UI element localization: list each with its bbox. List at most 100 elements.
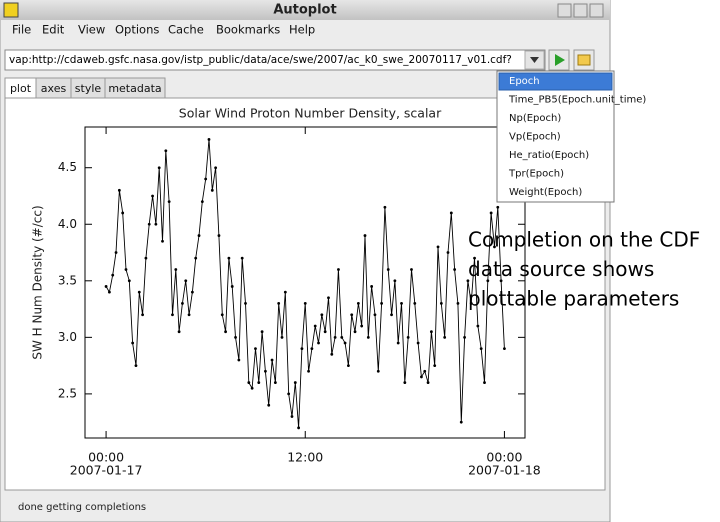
data-point: [449, 211, 453, 215]
data-point: [390, 313, 393, 317]
data-point: [340, 335, 344, 339]
annotation-line: plottable parameters: [468, 287, 679, 311]
tab-label: axes: [41, 82, 67, 95]
menu-bar: File Edit View Options Cache Bookmarks Help: [12, 23, 315, 37]
data-point: [366, 335, 370, 339]
maximize-button[interactable]: [573, 3, 588, 18]
data-point: [380, 302, 383, 305]
window-title: Autoplot: [273, 3, 336, 18]
y-axis-label: SW H Num Density (#/cc): [31, 205, 45, 359]
status-bar: [5, 495, 605, 519]
y-tick-label: 4.5: [58, 160, 77, 174]
app-icon: [3, 2, 19, 18]
annotation-line: data source shows: [468, 257, 654, 281]
x-tick-date: 2007-01-17: [70, 463, 143, 478]
data-point: [217, 234, 221, 237]
menu-item[interactable]: Bookmarks: [216, 23, 280, 37]
completion-item[interactable]: Time_PB5(Epoch.unit_time): [508, 95, 646, 106]
data-point: [254, 347, 257, 351]
data-point: [406, 335, 410, 339]
data-point: [204, 177, 208, 181]
title-bar: [0, 0, 610, 20]
data-point: [224, 330, 227, 334]
data-point: [469, 302, 473, 305]
completion-item[interactable]: He_ratio(Epoch): [509, 150, 589, 161]
data-point: [127, 279, 131, 283]
data-point: [250, 386, 254, 390]
data-point: [313, 324, 317, 328]
x-tick-date: 2007-01-18: [468, 463, 541, 478]
data-point: [171, 313, 174, 317]
url-field[interactable]: [4, 49, 546, 71]
completion-item[interactable]: Epoch: [509, 76, 540, 87]
data-point: [396, 341, 400, 345]
data-point: [376, 369, 380, 373]
go-icon: [555, 54, 565, 66]
data-point: [111, 273, 115, 277]
data-point: [194, 256, 198, 260]
data-point: [327, 296, 330, 300]
data-point: [483, 381, 486, 384]
data-point: [353, 330, 357, 334]
data-point: [107, 290, 111, 294]
window-buttons: [557, 3, 604, 18]
data-point: [423, 369, 427, 373]
data-point: [131, 341, 135, 345]
completion-item[interactable]: Vp(Epoch): [509, 132, 561, 143]
data-point: [293, 381, 297, 384]
menu-item[interactable]: View: [78, 23, 105, 37]
data-point: [333, 335, 337, 339]
data-point: [317, 341, 320, 345]
minimize-button[interactable]: [557, 3, 572, 18]
completion-item[interactable]: Np(Epoch): [509, 113, 561, 124]
data-point: [237, 358, 241, 362]
data-point: [403, 381, 407, 384]
menu-item[interactable]: Options: [115, 23, 159, 37]
annotation-line: Completion on the CDF: [468, 228, 700, 252]
combo-arrow: [530, 57, 539, 63]
data-point: [244, 302, 247, 305]
data-point: [264, 369, 267, 373]
tab-label: plot: [10, 82, 32, 95]
data-point: [310, 347, 314, 351]
data-point: [134, 364, 138, 368]
data-point: [154, 222, 158, 226]
tab-label: metadata: [108, 82, 161, 95]
data-point: [114, 251, 118, 254]
data-point: [181, 302, 184, 305]
data-point: [383, 205, 387, 209]
y-tick-label: 4.0: [58, 217, 77, 231]
data-point: [220, 313, 224, 317]
chart-title: Solar Wind Proton Number Density, scalar: [179, 106, 442, 121]
data-point: [443, 335, 447, 339]
data-point: [177, 330, 181, 334]
data-point: [283, 290, 287, 294]
data-point: [210, 188, 214, 192]
completion-item[interactable]: Weight(Epoch): [509, 187, 582, 198]
y-tick-label: 2.5: [58, 386, 77, 400]
data-point: [187, 313, 191, 317]
data-point: [290, 415, 294, 418]
close-button[interactable]: [589, 3, 604, 18]
data-point: [386, 268, 390, 271]
completion-item[interactable]: Tpr(Epoch): [508, 169, 564, 180]
data-point: [416, 341, 420, 345]
tab-label: style: [75, 82, 102, 95]
tab-bar: plot axes style metadata: [4, 77, 166, 99]
data-point: [330, 352, 334, 356]
data-point: [337, 268, 340, 271]
data-point: [373, 313, 377, 317]
data-point: [234, 335, 237, 339]
data-point: [167, 200, 171, 204]
menu-item[interactable]: File: [12, 23, 31, 37]
menu-item[interactable]: Help: [289, 23, 315, 37]
data-point: [420, 375, 423, 379]
menu-item[interactable]: Edit: [42, 23, 65, 37]
data-point: [426, 381, 430, 384]
y-tick-label: 3.5: [58, 273, 77, 287]
data-point: [157, 166, 161, 170]
data-point: [230, 285, 234, 288]
data-point: [476, 324, 480, 328]
data-point: [446, 251, 450, 254]
menu-item[interactable]: Cache: [168, 23, 204, 37]
